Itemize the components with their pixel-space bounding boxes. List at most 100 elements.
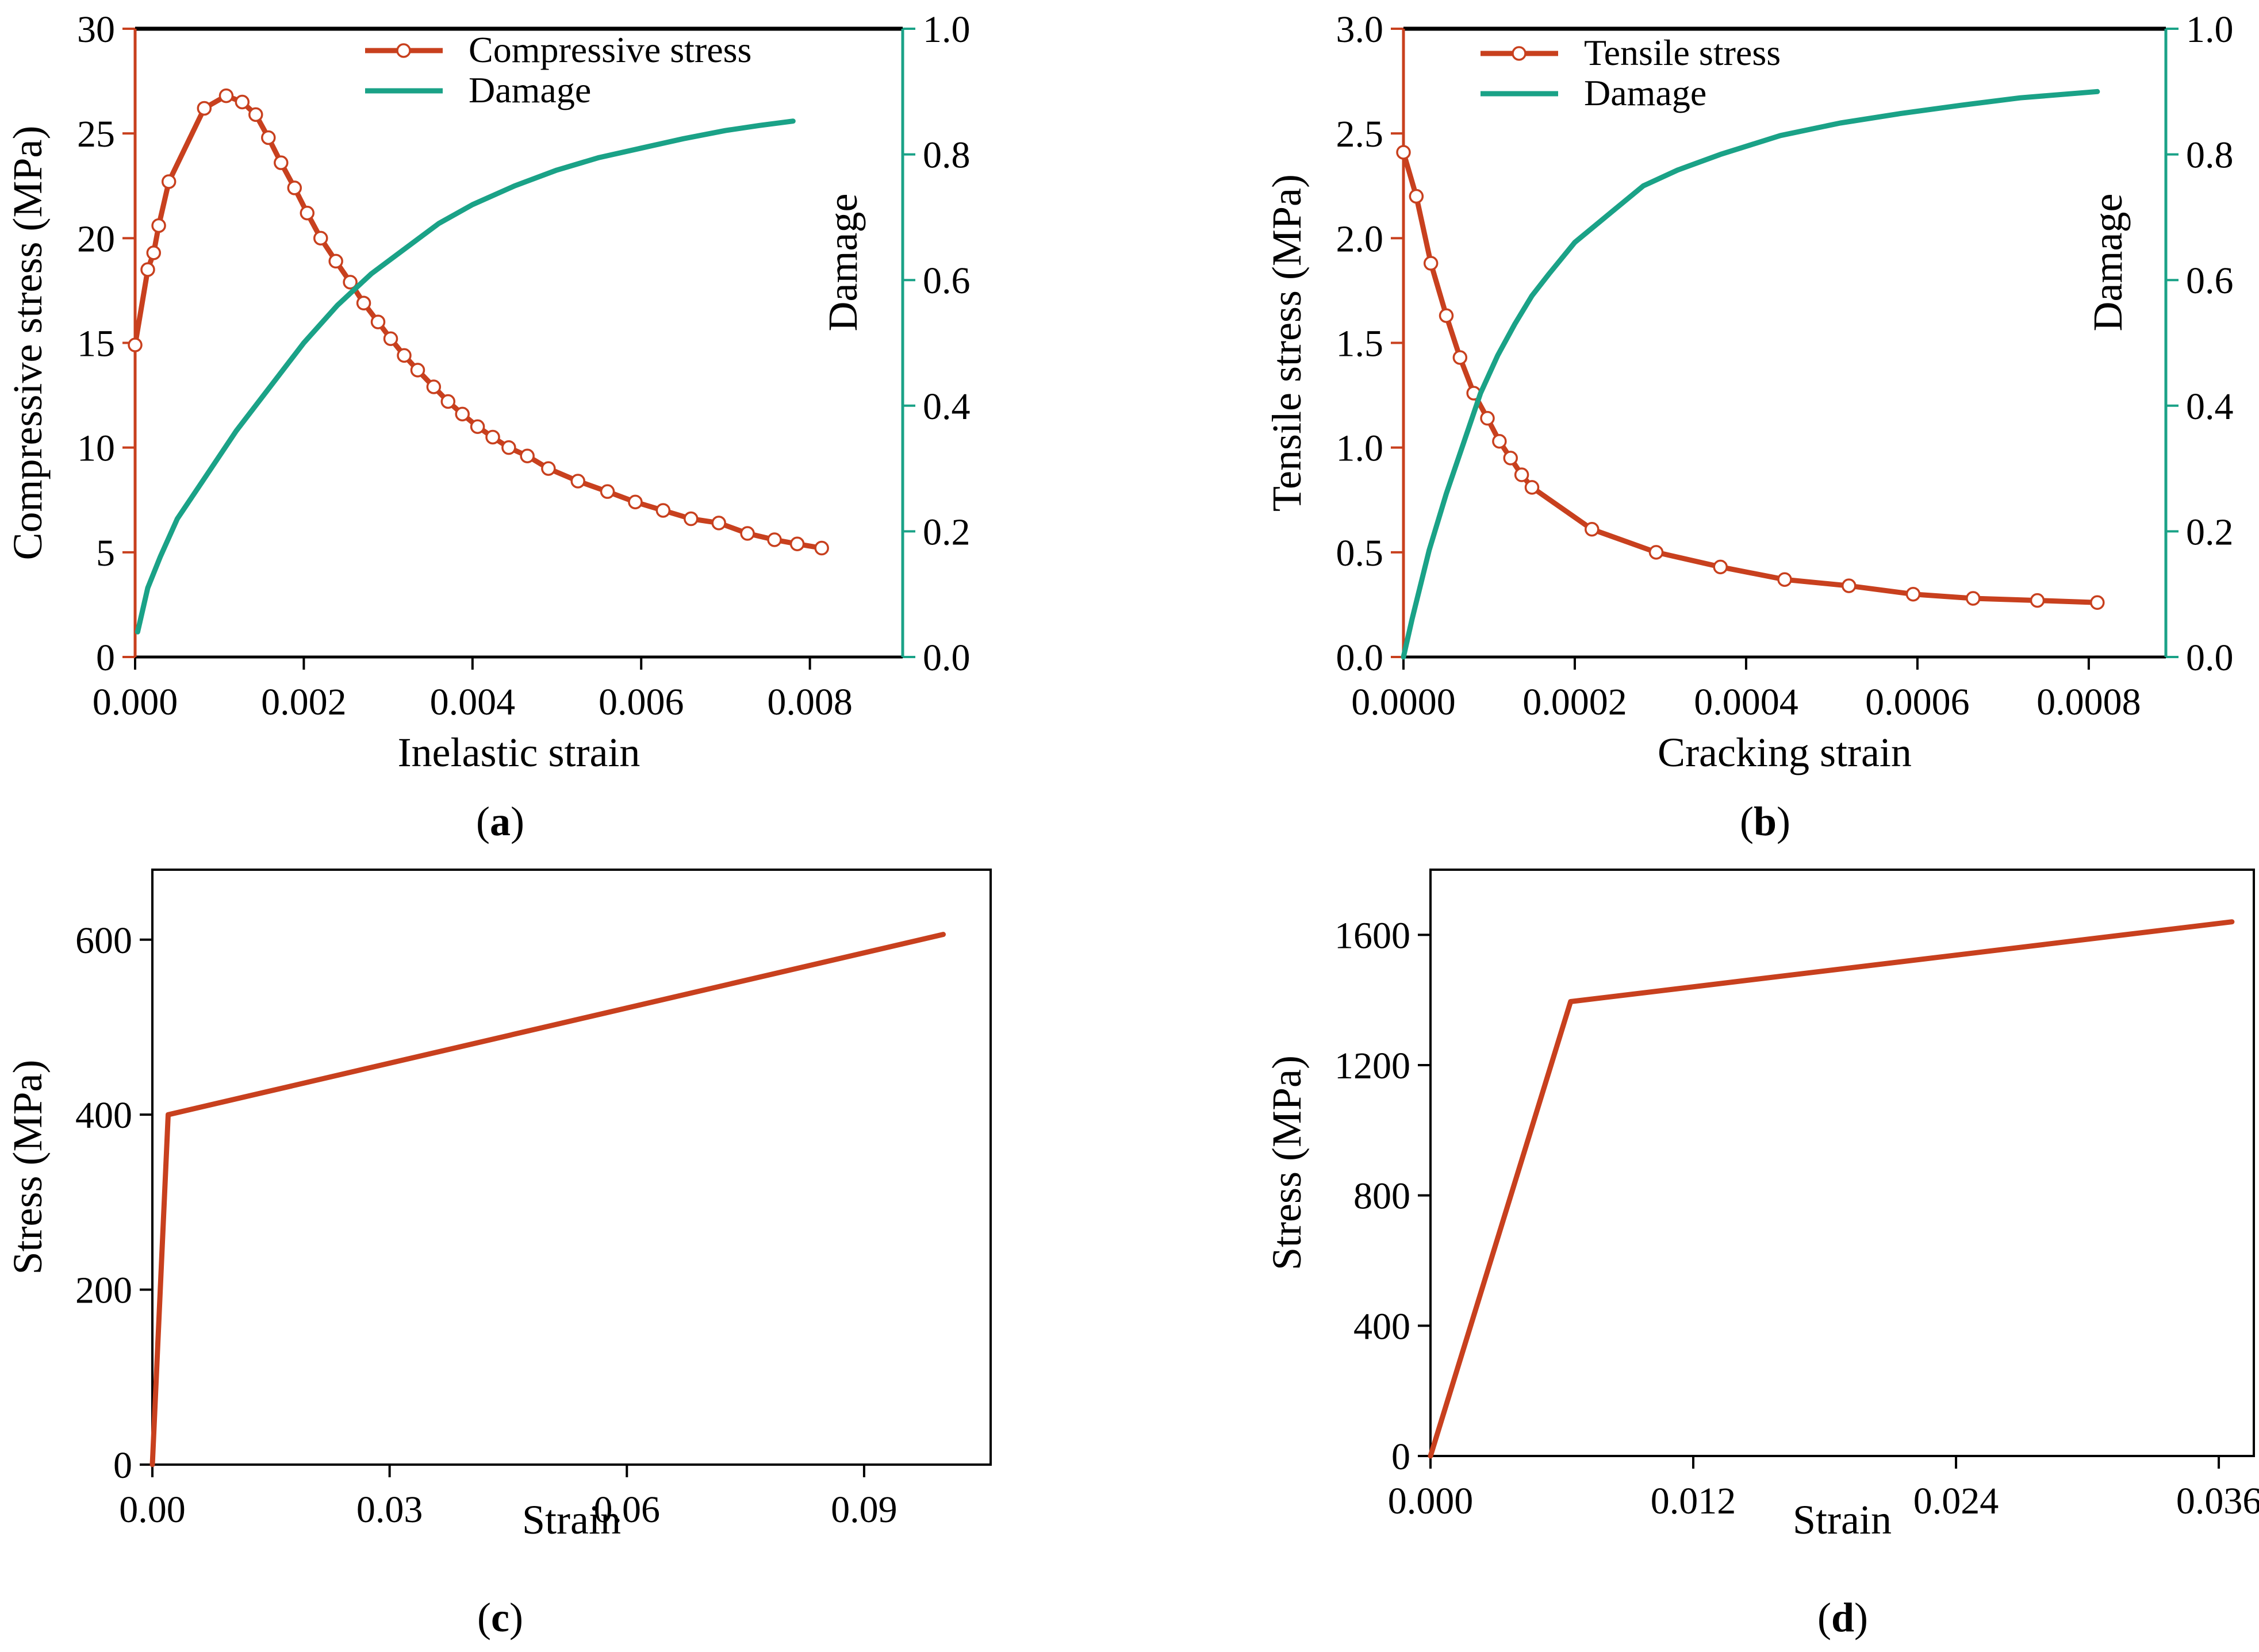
data-point-marker (313, 230, 328, 246)
y2-tick-label: 0.6 (2186, 260, 2234, 302)
series-line-compressive-stress (132, 93, 824, 551)
x-tick-label: 0.0006 (1865, 681, 1970, 723)
y-tick-label: 2.5 (1336, 113, 1384, 155)
y-tick-label: 25 (77, 113, 115, 155)
x-tick-label: 0.024 (1913, 1480, 1999, 1522)
y-tick-label: 15 (77, 323, 115, 365)
y-tick-label: 0.0 (1336, 637, 1384, 679)
data-point-marker (767, 532, 782, 547)
x-axis-title: Strain (1793, 1497, 1892, 1543)
data-point-marker (356, 295, 371, 311)
series-line-damage (135, 118, 796, 635)
series-line-tensile-stress (1401, 149, 2100, 605)
data-point-marker (383, 331, 398, 346)
y-tick-label: 5 (96, 532, 115, 574)
caption-close-paren: ) (1777, 798, 1790, 844)
data-point-marker (151, 218, 166, 233)
caption-open-paren: ( (1740, 798, 1754, 844)
y-tick-label: 3.0 (1336, 9, 1384, 51)
legend-marker-swatch (396, 43, 411, 58)
y2-tick-label: 0.0 (923, 637, 971, 679)
data-point-marker (328, 253, 343, 269)
data-point-marker (397, 348, 412, 363)
y2-axis-title: Damage (820, 194, 866, 332)
y-tick-label: 0.5 (1336, 532, 1384, 574)
data-point-marker (1452, 350, 1468, 365)
y-axis-title: Stress (MPa) (1264, 1055, 1310, 1270)
y-tick-label: 20 (77, 218, 115, 260)
plot-frame (1429, 869, 2255, 1457)
panel-caption: (d) (1817, 1595, 1868, 1641)
data-point-marker (235, 94, 250, 110)
caption-letter: c (491, 1595, 509, 1641)
x-tick-label: 0.036 (2176, 1480, 2259, 1522)
data-point-marker (1503, 451, 1518, 466)
series-line-steel (149, 932, 946, 1467)
data-point-marker (711, 516, 726, 531)
data-point-marker (1777, 572, 1792, 587)
legend-label: Damage (469, 70, 591, 110)
y2-axis-title: Damage (2085, 194, 2131, 332)
y-tick-label: 200 (75, 1270, 132, 1312)
data-point-marker (2030, 593, 2045, 608)
caption-open-paren: ( (476, 798, 490, 844)
data-point-marker (470, 419, 485, 434)
y-tick-label: 0 (113, 1444, 132, 1486)
data-point-marker (1713, 559, 1728, 575)
data-point-marker (1409, 189, 1424, 204)
x-tick-label: 0.0004 (1694, 681, 1798, 723)
data-point-marker (485, 429, 500, 445)
data-point-marker (655, 503, 671, 518)
data-point-marker (570, 474, 585, 489)
chart-panel-a: 0.000 0.002 0.004 0.006 0.008 0 5 10 15 20 25 30 0.0… (5, 9, 971, 844)
data-point-marker (1514, 467, 1529, 482)
data-point-marker (218, 88, 234, 103)
y-tick-label: 400 (75, 1094, 132, 1136)
data-point-marker (501, 440, 516, 455)
series-line-tendon (1428, 919, 2235, 1459)
y2-tick-label: 0.0 (2186, 637, 2234, 679)
panel-caption: (c) (477, 1595, 523, 1641)
y-tick-label: 2.0 (1336, 218, 1384, 260)
chart-panel-b: 0.0000 0.0002 0.0004 0.0006 0.0008 0.0 0.5 1.0 1… (1264, 9, 2234, 844)
data-point-marker (1648, 545, 1664, 560)
caption-letter: a (490, 798, 511, 844)
data-point-marker (300, 205, 315, 221)
y-tick-label: 1600 (1334, 915, 1410, 956)
y2-tick-label: 0.4 (2186, 386, 2234, 428)
data-point-marker (261, 130, 276, 145)
series-line-damage (1401, 89, 2100, 660)
caption-close-paren: ) (509, 1595, 523, 1641)
x-axis-title: Inelastic strain (398, 729, 641, 775)
data-point-marker (274, 155, 289, 170)
x-tick-label: 0.03 (356, 1489, 423, 1531)
y-tick-label: 1.0 (1336, 428, 1384, 470)
data-point-marker (814, 540, 829, 556)
legend-label: Compressive stress (469, 29, 751, 70)
x-tick-label: 0.002 (261, 681, 347, 723)
data-point-marker (1480, 410, 1495, 426)
x-tick-label: 0.004 (430, 681, 516, 723)
y-tick-label: 0 (96, 637, 115, 679)
caption-open-paren: ( (1817, 1595, 1831, 1641)
data-point-marker (197, 101, 212, 116)
data-point-marker (1396, 145, 1411, 160)
y2-tick-label: 0.8 (923, 135, 971, 176)
y2-tick-label: 0.6 (923, 260, 971, 302)
caption-letter: b (1754, 798, 1777, 844)
x-tick-label: 0.008 (767, 681, 853, 723)
data-point-marker (440, 394, 456, 409)
panel-caption: (a) (476, 798, 524, 844)
y-tick-label: 1.5 (1336, 323, 1384, 365)
x-tick-label: 0.012 (1651, 1480, 1736, 1522)
y-tick-label: 1200 (1334, 1045, 1410, 1087)
data-point-marker (287, 180, 302, 195)
data-point-marker (2090, 595, 2105, 610)
caption-close-paren: ) (1854, 1595, 1868, 1641)
legend-label: Tensile stress (1584, 32, 1781, 73)
data-point-marker (1966, 591, 1981, 606)
panel-caption: (b) (1740, 798, 1790, 844)
data-point-marker (1585, 522, 1600, 537)
data-point-marker (1905, 586, 1921, 602)
y-axis-title: Compressive stress (MPa) (5, 126, 51, 560)
